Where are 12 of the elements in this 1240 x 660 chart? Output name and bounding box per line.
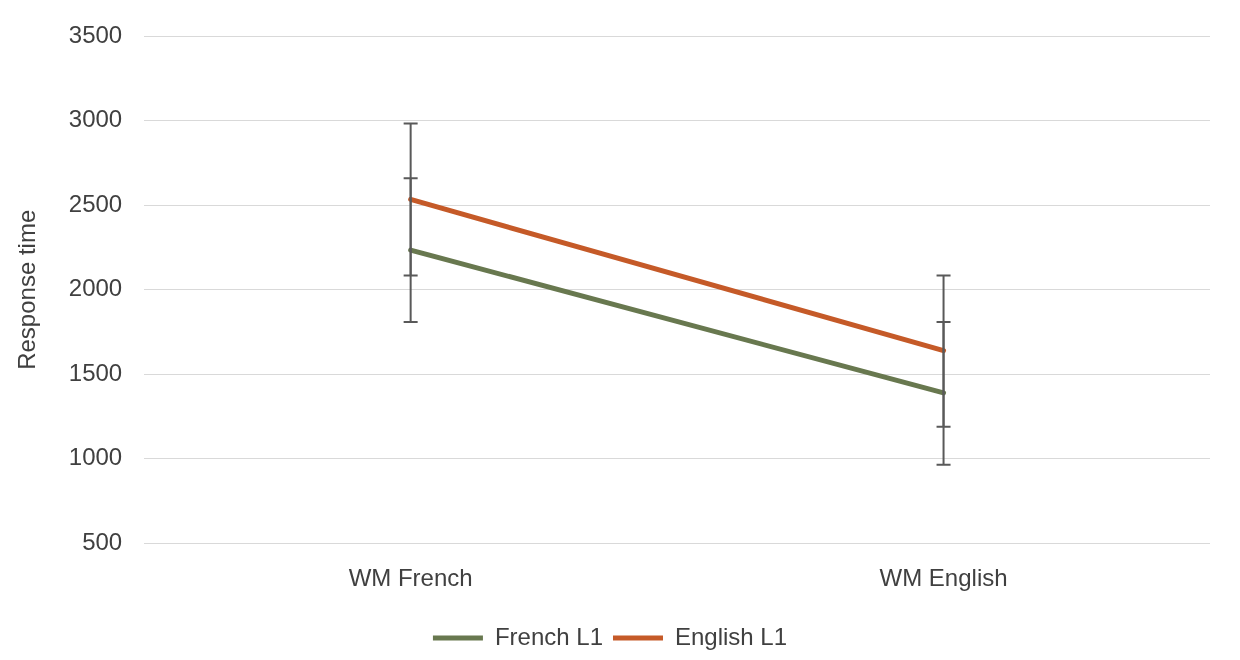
- y-tick-label: 1500: [68, 358, 123, 386]
- x-tick-label: WM English: [879, 564, 1008, 592]
- x-tick-label: WM French: [348, 564, 473, 592]
- y-axis-title: Response time: [13, 209, 41, 370]
- y-tick-label: 3500: [68, 21, 123, 49]
- y-tick-label: 2000: [68, 274, 123, 302]
- legend-label: French L1: [494, 622, 603, 650]
- y-tick-label: 1000: [68, 443, 123, 471]
- y-tick-label: 2500: [68, 189, 123, 217]
- y-tick-label: 3000: [68, 105, 123, 133]
- legend-label: English L1: [674, 622, 788, 650]
- y-tick-label: 500: [82, 527, 123, 555]
